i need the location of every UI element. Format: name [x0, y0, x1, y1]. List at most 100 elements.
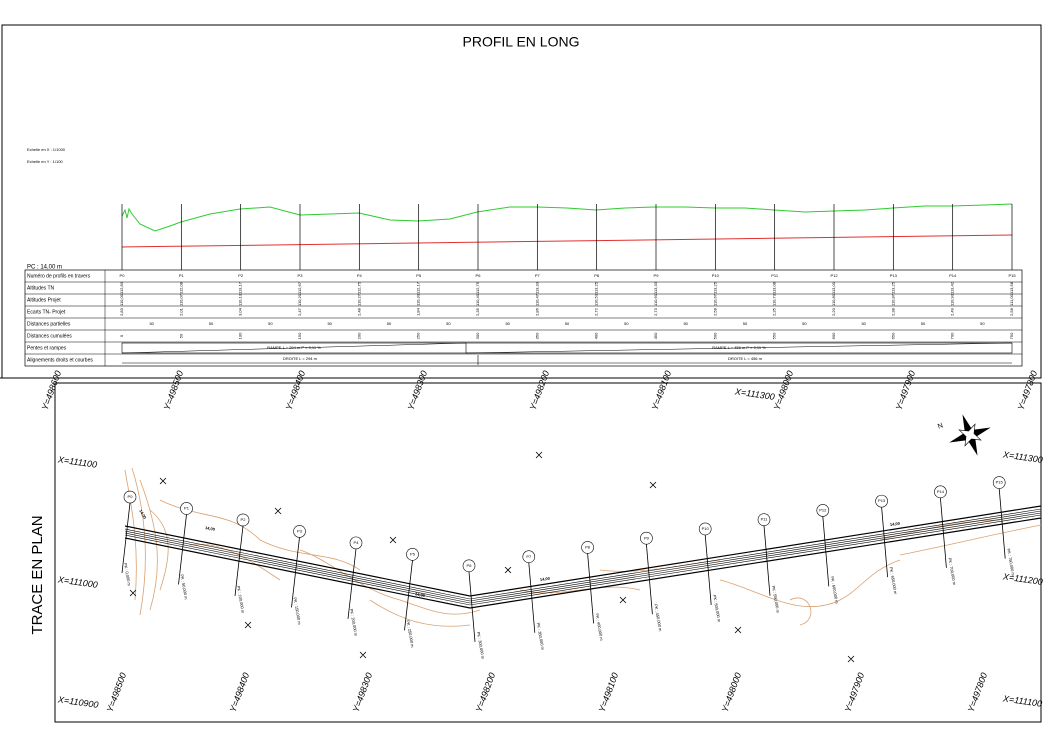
pente-diag: [121, 342, 467, 354]
profile-tag: P14: [937, 489, 945, 494]
altitudes_tn-cell: 112,75: [475, 281, 480, 294]
altitudes_tn-cell: 112,67: [297, 281, 302, 294]
distance-partielle: 50: [505, 321, 510, 326]
profile-section: [998, 488, 1006, 559]
distances_cumulees-cell: 700: [950, 332, 955, 339]
ecarts-cell: 2,72: [594, 307, 599, 316]
ecarts-cell: 2,86: [534, 307, 539, 316]
road-width: 14,00: [540, 576, 551, 582]
road-width: 14,00: [205, 525, 216, 532]
distances_cumulees-cell: 350: [534, 332, 539, 339]
altitudes_projet-cell: 110,27: [356, 293, 361, 306]
pente-label: RAMPE L = 456 m P = 0,11 %: [712, 345, 766, 350]
profile-tag: P5: [410, 551, 416, 556]
top-x-coord: X=111300: [733, 386, 775, 402]
distances_cumulees-cell: 200: [356, 332, 361, 339]
profile-section: [234, 525, 244, 596]
ecarts-cell: 2,01: [178, 307, 183, 316]
distance-partielle: 50: [624, 321, 629, 326]
profiles-cell: P4: [357, 273, 363, 278]
profile-tag: P0: [128, 494, 134, 499]
profiles-cell: P11: [771, 273, 779, 278]
profiles-cell: P5: [416, 273, 422, 278]
altitudes_tn-cell: 113,58: [1009, 281, 1014, 294]
top-coord: Y=498000: [772, 369, 796, 411]
profile-frame: [1, 24, 1042, 379]
scale-y: Echelle en Y : 1/100: [27, 159, 63, 164]
altitudes_tn-cell: 113,33: [653, 281, 658, 294]
pk-label: PK : 450,000 m: [653, 604, 663, 633]
profile-circle: [992, 476, 1006, 489]
row-label: Distances cumulées: [27, 333, 72, 339]
right-coord: X=111200: [1001, 571, 1043, 587]
altitudes_tn-cell: 112,75: [356, 281, 361, 294]
profile-circle: [236, 513, 250, 527]
pk-label: PK : 650,000 m: [889, 567, 899, 596]
ecarts-cell: 3,04: [238, 307, 243, 316]
altitudes_projet-cell: 110,67: [712, 293, 717, 306]
top-coord: Y=498200: [528, 369, 552, 411]
distances_cumulees-cell: 250: [416, 332, 421, 339]
profile-section: [528, 562, 536, 633]
altitudes_projet-cell: 110,80: [831, 293, 836, 306]
altitudes_projet-cell: 110,40: [475, 293, 480, 306]
pk-label: PK : 600,000 m: [830, 576, 840, 605]
ecarts-cell: 2,47: [297, 307, 302, 316]
tn-line: [121, 203, 1013, 232]
profiles-cell: P3: [298, 273, 304, 278]
profile-tag: P10: [702, 526, 710, 531]
left-coord: X=110900: [56, 694, 99, 710]
altitudes_tn-cell: 113,33: [534, 281, 539, 294]
row-label: Distances partielles: [27, 321, 71, 327]
row-label: Altitudes Projet: [27, 297, 61, 303]
pk-label: PK : 550,000 m: [771, 585, 781, 614]
profiles-cell: P9: [654, 273, 660, 278]
top-coord: Y=498300: [406, 369, 430, 411]
altitudes_projet-cell: 110,60: [653, 293, 658, 306]
profile-tag: P15: [996, 480, 1004, 485]
road-line: [124, 512, 1042, 604]
profile-section: [121, 502, 131, 574]
distance-partielle: 50: [743, 321, 748, 326]
ecarts-cell: 2,49: [950, 307, 955, 316]
row-label: Numéro de profils en travers: [27, 273, 91, 279]
road-line: [124, 510, 1042, 602]
distance-partielle: 50: [268, 321, 273, 326]
distances_cumulees-cell: 450: [653, 332, 658, 339]
altitudes_tn-cell: 112,83: [119, 281, 124, 294]
profile-section: [763, 525, 771, 596]
profiles-cell: P6: [476, 273, 482, 278]
profiles-cell: P14: [949, 273, 957, 278]
profile-section: [646, 544, 653, 615]
profile-section: [404, 560, 413, 631]
right-coord: X=111300: [1001, 449, 1043, 465]
pk-label: PK : 250,000 m: [405, 620, 415, 649]
distances_cumulees-cell: 300: [475, 332, 480, 339]
top-coord: Y=497800: [1016, 369, 1040, 411]
altitudes_projet-cell: 110,93: [950, 293, 955, 306]
distances_cumulees-cell: 0: [119, 334, 124, 337]
distance-partielle: 50: [802, 321, 807, 326]
profile-circle: [640, 531, 653, 545]
profile-section: [347, 548, 357, 619]
align-label: DROITE L = 456 m: [728, 356, 763, 361]
distances_cumulees-cell: 100: [238, 332, 243, 339]
distance-partielle: 50: [980, 321, 985, 326]
row-label: Altitudes TN: [27, 285, 55, 291]
altitudes_projet-cell: 110,53: [594, 293, 599, 306]
profile-tag: P6: [467, 563, 473, 568]
ecarts-cell: 2,58: [712, 307, 717, 316]
bottom-coord: Y=497900: [843, 671, 867, 713]
profile-tag: P13: [878, 498, 886, 503]
profiles-cell: P0: [120, 273, 126, 278]
bottom-coord: Y=498500: [105, 671, 129, 713]
pente-diag: [465, 342, 1013, 354]
profile-tag: P7: [526, 554, 532, 559]
row-label: Pentes et rampes: [27, 345, 67, 351]
profiles-cell: P10: [712, 273, 720, 278]
road-width: 14,00: [415, 591, 427, 598]
ecarts-cell: 2,35: [475, 307, 480, 316]
profile-section: [822, 516, 830, 587]
distance-partielle: 50: [209, 321, 214, 326]
plan-frame: [54, 382, 1042, 723]
